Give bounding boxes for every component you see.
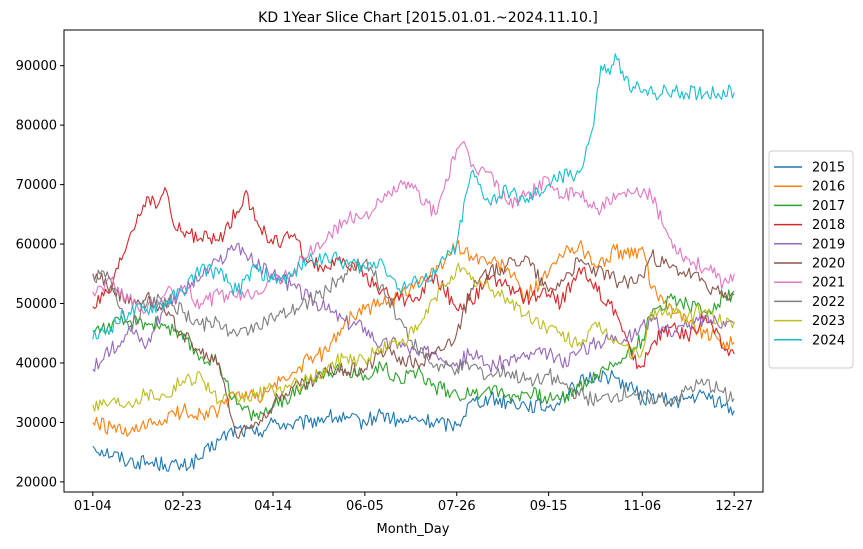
legend-label-2023: 2023 xyxy=(812,314,845,329)
x-tick-label: 07-26 xyxy=(438,499,476,514)
y-axis: 20000 30000 40000 50000 60000 70000 80000 90000 xyxy=(16,59,64,490)
plot-frame xyxy=(63,29,764,493)
series-line-2021 xyxy=(92,140,735,315)
y-tick-label: 80000 xyxy=(16,119,57,134)
series-line-2024 xyxy=(92,53,735,340)
legend-label-2021: 2021 xyxy=(812,276,845,291)
chart-title: KD 1Year Slice Chart [2015.01.01.~2024.1… xyxy=(258,10,598,26)
legend-label-2022: 2022 xyxy=(812,295,845,310)
legend-label-2019: 2019 xyxy=(812,237,845,252)
y-tick-label: 60000 xyxy=(16,238,57,253)
legend-label-2018: 2018 xyxy=(812,218,845,233)
legend-label-2017: 2017 xyxy=(812,199,845,214)
series-line-2017 xyxy=(92,289,735,422)
x-axis: 01-04 02-23 04-14 06-05 07-26 09-15 11-06 12-27 xyxy=(74,492,753,514)
x-tick-label: 02-23 xyxy=(164,499,202,514)
y-tick-label: 50000 xyxy=(16,297,57,312)
x-tick-label: 01-04 xyxy=(74,499,112,514)
series-layer xyxy=(92,53,735,472)
x-tick-label: 09-15 xyxy=(530,499,568,514)
plot-area xyxy=(63,29,764,493)
legend-label-2020: 2020 xyxy=(812,257,845,272)
x-tick-label: 12-27 xyxy=(715,499,753,514)
y-tick-label: 90000 xyxy=(16,59,57,74)
y-tick-label: 20000 xyxy=(16,475,57,490)
series-line-2016 xyxy=(92,240,735,437)
series-line-2018 xyxy=(92,187,735,370)
series-line-2023 xyxy=(92,262,735,412)
x-tick-label: 06-05 xyxy=(346,499,384,514)
series-line-2020 xyxy=(92,249,735,439)
x-tick-label: 04-14 xyxy=(254,499,292,514)
x-axis-label: Month_Day xyxy=(377,522,450,537)
y-tick-label: 30000 xyxy=(16,416,57,431)
series-line-2015 xyxy=(92,369,735,472)
y-tick-label: 70000 xyxy=(16,178,57,193)
series-line-2022 xyxy=(92,258,735,407)
legend-label-2016: 2016 xyxy=(812,180,845,195)
x-tick-label: 11-06 xyxy=(623,499,661,514)
legend-label-2015: 2015 xyxy=(812,161,845,176)
legend: 2015 2016 2017 2018 2019 2020 2021 2022 2023 2024 xyxy=(768,150,854,369)
y-tick-label: 40000 xyxy=(16,356,57,371)
legend-label-2024: 2024 xyxy=(812,333,845,348)
